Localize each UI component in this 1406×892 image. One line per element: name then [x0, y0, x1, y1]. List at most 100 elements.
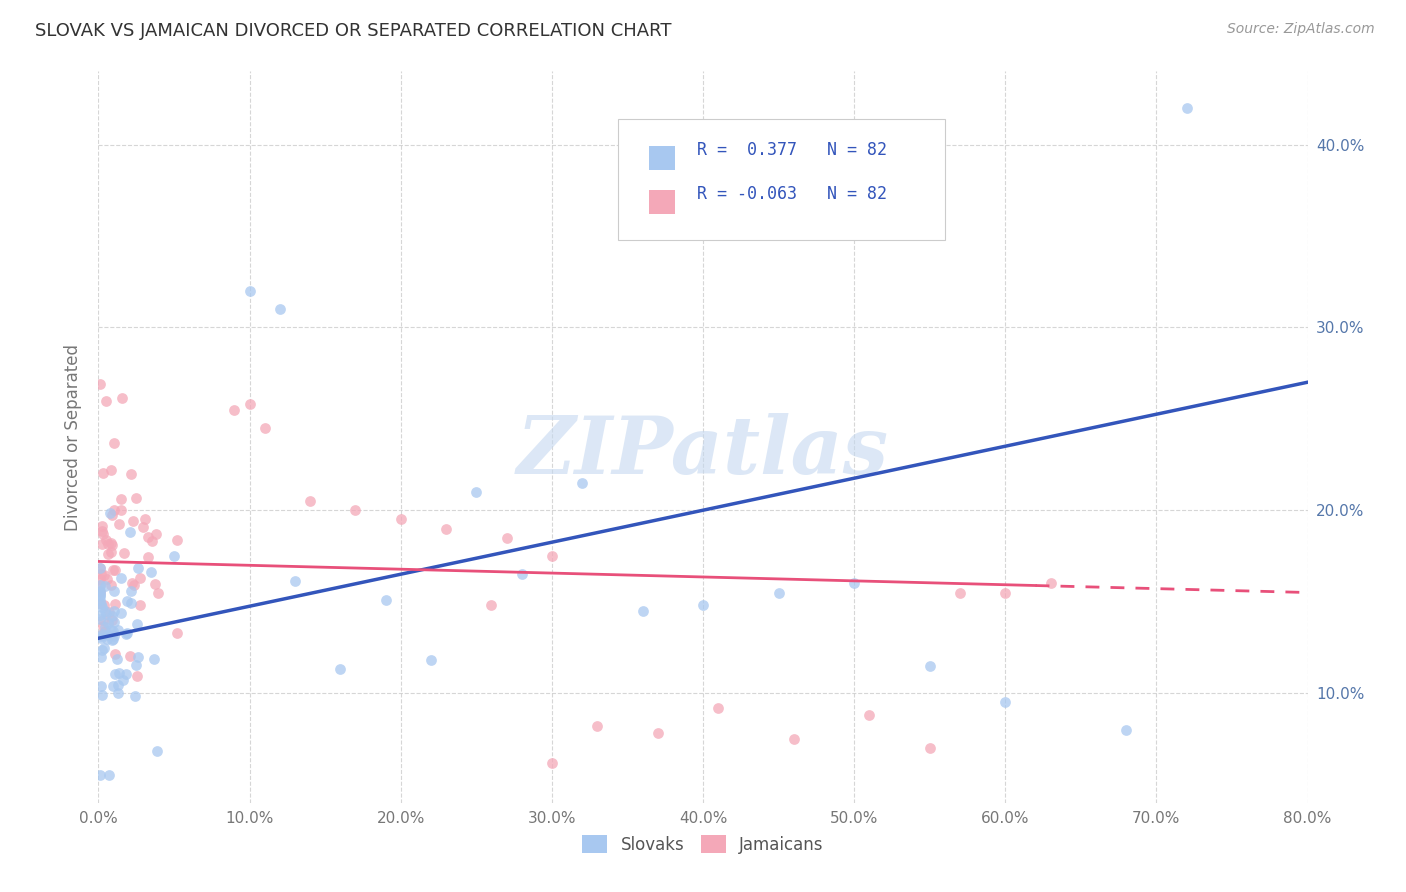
Point — [114, 626, 136, 640]
FancyBboxPatch shape — [648, 146, 675, 170]
Point — [141, 565, 163, 579]
Point — [96, 572, 118, 586]
Point — [949, 585, 972, 599]
Point — [103, 436, 125, 450]
Point — [647, 726, 669, 740]
Point — [91, 536, 114, 550]
Point — [132, 520, 155, 534]
Point — [89, 376, 111, 391]
Point — [96, 607, 118, 621]
Point — [100, 633, 122, 648]
Point — [420, 653, 443, 667]
Point — [224, 402, 246, 417]
Point — [94, 604, 117, 618]
Point — [94, 624, 117, 639]
Point — [115, 667, 138, 681]
Point — [101, 614, 124, 628]
Point — [93, 579, 115, 593]
Point — [89, 573, 111, 587]
Point — [344, 503, 367, 517]
Point — [389, 512, 412, 526]
Point — [100, 545, 122, 559]
Point — [120, 584, 142, 599]
Point — [495, 531, 517, 545]
Point — [329, 662, 352, 676]
Point — [110, 606, 132, 620]
Text: Source: ZipAtlas.com: Source: ZipAtlas.com — [1227, 22, 1375, 37]
Point — [90, 650, 112, 665]
Point — [143, 577, 166, 591]
Point — [104, 667, 127, 681]
Point — [91, 600, 114, 615]
Point — [586, 719, 609, 733]
Point — [103, 604, 125, 618]
Point — [115, 594, 138, 608]
Point — [97, 628, 120, 642]
Point — [141, 534, 163, 549]
Point — [100, 623, 122, 637]
Point — [120, 525, 142, 540]
Point — [89, 596, 111, 610]
Point — [98, 768, 121, 782]
Point — [96, 632, 118, 647]
FancyBboxPatch shape — [619, 119, 945, 240]
Point — [89, 584, 111, 599]
Point — [89, 578, 111, 592]
Point — [117, 626, 139, 640]
Point — [124, 690, 146, 704]
Point — [1115, 723, 1137, 737]
Point — [631, 604, 654, 618]
Point — [89, 586, 111, 600]
Point — [107, 623, 129, 637]
Point — [97, 605, 120, 619]
Text: ZIPatlas: ZIPatlas — [517, 413, 889, 491]
Text: SLOVAK VS JAMAICAN DIVORCED OR SEPARATED CORRELATION CHART: SLOVAK VS JAMAICAN DIVORCED OR SEPARATED… — [35, 22, 672, 40]
Point — [994, 585, 1017, 599]
Point — [104, 597, 127, 611]
Point — [112, 546, 135, 560]
Point — [107, 686, 129, 700]
Point — [918, 658, 941, 673]
Point — [783, 731, 806, 746]
Point — [110, 502, 132, 516]
Point — [90, 627, 112, 641]
Point — [90, 631, 112, 645]
Point — [90, 679, 112, 693]
Point — [101, 628, 124, 642]
Point — [1175, 101, 1198, 115]
Point — [120, 649, 142, 664]
Point — [90, 597, 112, 611]
Point — [510, 567, 533, 582]
Point — [918, 740, 941, 755]
Point — [103, 679, 125, 693]
Point — [103, 615, 125, 630]
Legend: Slovaks, Jamaicans: Slovaks, Jamaicans — [575, 829, 831, 860]
Point — [125, 491, 148, 506]
FancyBboxPatch shape — [648, 190, 675, 214]
Point — [125, 657, 148, 672]
Point — [136, 530, 159, 544]
Point — [93, 619, 115, 633]
Point — [94, 533, 117, 548]
Point — [101, 508, 124, 522]
Point — [103, 629, 125, 643]
Point — [121, 514, 143, 528]
Point — [91, 527, 114, 541]
Point — [89, 593, 111, 607]
Point — [540, 549, 562, 563]
Point — [145, 527, 167, 541]
Point — [89, 560, 111, 574]
Point — [481, 599, 503, 613]
Point — [110, 571, 132, 585]
Point — [768, 585, 790, 599]
Point — [120, 596, 142, 610]
Point — [994, 695, 1017, 709]
Point — [166, 533, 188, 548]
Point — [121, 575, 143, 590]
Point — [91, 524, 114, 538]
Point — [94, 620, 117, 634]
Point — [97, 628, 120, 642]
Point — [540, 756, 562, 770]
Point — [108, 666, 131, 681]
Text: R = -0.063   N = 82: R = -0.063 N = 82 — [697, 186, 887, 203]
